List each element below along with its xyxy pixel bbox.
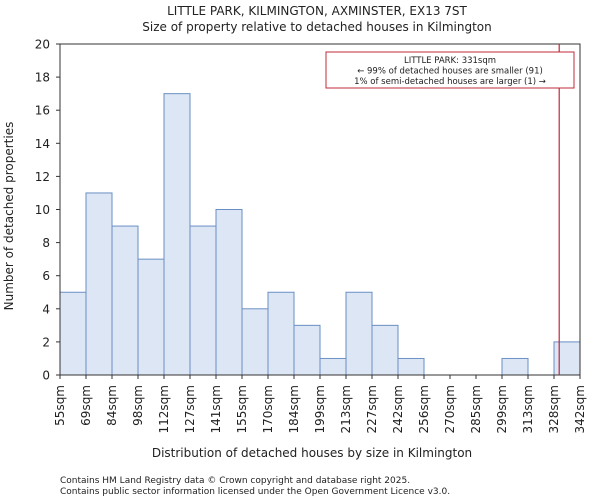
- bar: [345, 291, 373, 376]
- annotation-border: [325, 51, 575, 89]
- x-tick-label: 270sqm: [443, 385, 457, 433]
- bar: [397, 357, 425, 376]
- x-tick-label: 127sqm: [183, 385, 197, 433]
- bar: [371, 324, 399, 376]
- bar: [501, 357, 529, 376]
- y-tick-label: 20: [35, 38, 50, 52]
- footer-line: Contains HM Land Registry data © Crown c…: [60, 476, 410, 486]
- bar: [137, 258, 165, 376]
- x-tick-label: 242sqm: [391, 385, 405, 433]
- x-tick-label: 55sqm: [53, 385, 67, 426]
- annotation-box: LITTLE PARK: 331sqm ← 99% of detached ho…: [325, 51, 575, 89]
- y-tick-label: 18: [35, 71, 50, 85]
- y-axis-ticks: 0 2 4 6 8 10 12 14 16 18 20: [35, 38, 60, 383]
- y-tick-label: 14: [35, 137, 50, 151]
- x-tick-label: 170sqm: [261, 385, 275, 433]
- chart-subtitle: Size of property relative to detached ho…: [142, 20, 491, 34]
- x-tick-label: 213sqm: [339, 385, 353, 433]
- y-tick-label: 16: [35, 104, 50, 118]
- x-tick-label: 227sqm: [365, 385, 379, 433]
- y-tick-label: 8: [42, 236, 50, 250]
- bar: [111, 225, 139, 376]
- x-tick-label: 98sqm: [131, 385, 145, 426]
- x-tick-label: 256sqm: [417, 385, 431, 433]
- x-axis-label: Distribution of detached houses by size …: [152, 446, 472, 460]
- x-axis-ticks: 55sqm 69sqm 84sqm 98sqm 112sqm 127sqm 141sqm 15…: [53, 375, 587, 433]
- chart-title: LITTLE PARK, KILMINGTON, AXMINSTER, EX13…: [167, 4, 467, 18]
- annotation-line: LITTLE PARK: 331sqm: [404, 56, 496, 66]
- y-tick-label: 12: [35, 170, 50, 184]
- x-tick-label: 313sqm: [521, 385, 535, 433]
- bar: [241, 308, 269, 376]
- bar: [267, 291, 295, 376]
- y-axis-label: Number of detached properties: [2, 122, 16, 311]
- y-tick-label: 10: [35, 203, 50, 217]
- footer-line: Contains public sector information licen…: [60, 487, 450, 497]
- y-tick-label: 6: [42, 269, 50, 283]
- x-tick-label: 342sqm: [573, 385, 587, 433]
- x-tick-label: 112sqm: [157, 385, 171, 433]
- bar: [293, 324, 321, 376]
- y-tick-label: 4: [42, 302, 50, 316]
- x-tick-label: 184sqm: [287, 385, 301, 433]
- annotation-line: 1% of semi-detached houses are larger (1…: [354, 77, 546, 87]
- y-tick-label: 2: [42, 335, 50, 349]
- bar: [59, 291, 87, 376]
- x-tick-label: 299sqm: [495, 385, 509, 433]
- x-tick-label: 84sqm: [105, 385, 119, 426]
- bar-series: [59, 93, 581, 376]
- x-tick-label: 328sqm: [547, 385, 561, 433]
- x-tick-label: 141sqm: [209, 385, 223, 433]
- annotation-line: ← 99% of detached houses are smaller (91…: [357, 67, 543, 77]
- bar: [163, 93, 191, 376]
- bar: [553, 341, 581, 376]
- y-tick-label: 0: [42, 369, 50, 383]
- x-tick-label: 199sqm: [313, 385, 327, 433]
- bar: [189, 225, 217, 376]
- bar: [319, 357, 347, 376]
- x-tick-label: 69sqm: [79, 385, 93, 426]
- x-tick-label: 155sqm: [235, 385, 249, 433]
- x-tick-label: 285sqm: [469, 385, 483, 433]
- bar: [215, 209, 243, 376]
- bar: [85, 192, 113, 376]
